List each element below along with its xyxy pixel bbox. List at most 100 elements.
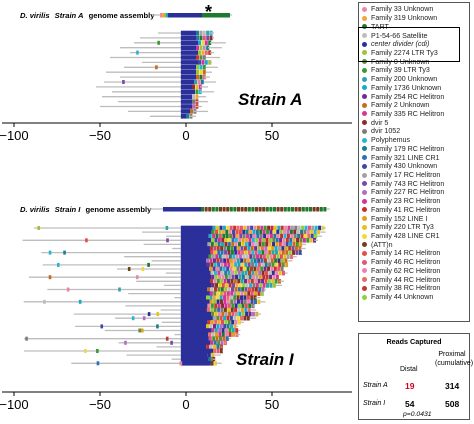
repeat-element: [254, 246, 258, 251]
repeat-element: [96, 361, 100, 366]
legend-label: Family 227 RC Helitron: [371, 188, 445, 197]
repeat-element: [266, 266, 270, 272]
assembly-repeat: [160, 13, 162, 18]
repeat-element: [254, 291, 258, 296]
repeat-element: [252, 254, 256, 259]
repeat-element: [210, 303, 214, 309]
repeat-element: [210, 242, 214, 247]
legend-item: Family 46 RC Helitron: [362, 258, 466, 267]
repeat-element: [196, 35, 199, 41]
repeat-element: [254, 250, 258, 255]
row-strain-i-proximal: 508: [445, 399, 460, 409]
repeat-element: [223, 295, 227, 300]
repeat-element: [271, 250, 275, 255]
repeat-element: [223, 307, 227, 313]
repeat-element: [225, 328, 229, 333]
cdi-block: [180, 74, 196, 80]
legend-label: Family 1736 Unknown: [371, 83, 442, 92]
legend-label: Family 39 LTR Ty3: [371, 66, 430, 75]
repeat-element: [217, 250, 221, 255]
repeat-element: [211, 328, 215, 333]
repeat-element: [213, 307, 217, 313]
legend-label: Family 0 Unknown: [371, 57, 430, 66]
assembly-repeat: [301, 207, 305, 212]
repeat-element: [290, 225, 294, 231]
repeat-element: [206, 262, 210, 268]
repeat-element: [227, 250, 231, 255]
repeat-element: [258, 274, 262, 280]
repeat-element: [219, 225, 223, 231]
repeat-element: [240, 246, 244, 251]
legend-swatch-icon: [362, 189, 367, 195]
repeat-element: [274, 258, 278, 264]
repeat-element: [265, 274, 269, 280]
repeat-element: [220, 340, 224, 346]
repeat-element: [209, 258, 213, 264]
repeat-element: [211, 352, 215, 358]
repeat-element: [248, 311, 252, 317]
repeat-element: [141, 267, 145, 271]
repeat-element: [237, 250, 241, 255]
cdi-block: [180, 258, 207, 264]
repeat-element: [229, 258, 233, 264]
repeat-element: [122, 80, 125, 84]
repeat-element: [250, 225, 254, 231]
repeat-element: [251, 270, 255, 276]
repeat-element: [299, 242, 303, 247]
repeat-element: [230, 246, 234, 251]
repeat-element: [289, 229, 293, 235]
repeat-element: [257, 258, 261, 264]
repeat-element: [285, 242, 289, 247]
repeat-element: [226, 246, 230, 251]
legend-label: Family 38 RC Helitron: [371, 284, 441, 293]
panel-i-title-strain: Strain I: [55, 205, 82, 214]
repeat-element: [211, 311, 215, 317]
repeat-element: [230, 307, 234, 313]
repeat-element: [215, 254, 219, 259]
repeat-element: [302, 238, 306, 243]
repeat-element: [252, 233, 256, 239]
repeat-element: [78, 299, 82, 304]
repeat-element: [226, 266, 230, 272]
repeat-element: [219, 348, 223, 354]
repeat-element: [217, 238, 221, 243]
panel-strain-a: D. virilis Strain A genome assembly * St…: [0, 2, 352, 143]
repeat-element: [242, 283, 246, 288]
repeat-element: [214, 238, 218, 243]
legend-item: Family 200 Unknown: [362, 75, 466, 84]
legend-label: Family 335 RC Helitron: [371, 109, 445, 118]
legend-label: Family 743 RC Helitron: [371, 179, 445, 188]
legend-item: Family 430 Unknown: [362, 162, 466, 171]
repeat-element: [249, 233, 253, 239]
repeat-element: [296, 238, 300, 243]
cdi-block: [180, 60, 198, 65]
repeat-element: [201, 50, 205, 55]
repeat-element: [246, 295, 250, 300]
repeat-element: [271, 279, 275, 284]
repeat-element: [250, 258, 254, 264]
repeat-element: [227, 307, 231, 313]
repeat-element: [238, 242, 242, 247]
repeat-element: [195, 84, 199, 90]
repeat-element: [196, 69, 199, 75]
repeat-element: [243, 295, 247, 300]
repeat-element: [292, 238, 296, 243]
repeat-element: [300, 233, 304, 239]
repeat-element: [196, 30, 199, 36]
legend-item: Family 220 LTR Ty3: [362, 223, 466, 232]
repeat-element: [247, 307, 251, 313]
panel-i-strain-label: Strain I: [236, 350, 295, 369]
repeat-element: [217, 270, 221, 276]
repeat-element: [260, 266, 264, 272]
cdi-block: [180, 356, 209, 362]
repeat-element: [232, 254, 236, 259]
legend-label: Family 179 RC Helitron: [371, 144, 445, 153]
asterisk-marker: *: [205, 2, 212, 22]
repeat-element: [242, 254, 246, 259]
legend-swatch-icon: [362, 259, 367, 265]
repeat-element: [248, 238, 252, 243]
repeat-element: [306, 238, 310, 243]
cdi-block: [180, 99, 192, 104]
legend-label: Family 2 Unknown: [371, 101, 430, 110]
repeat-element: [208, 40, 212, 46]
